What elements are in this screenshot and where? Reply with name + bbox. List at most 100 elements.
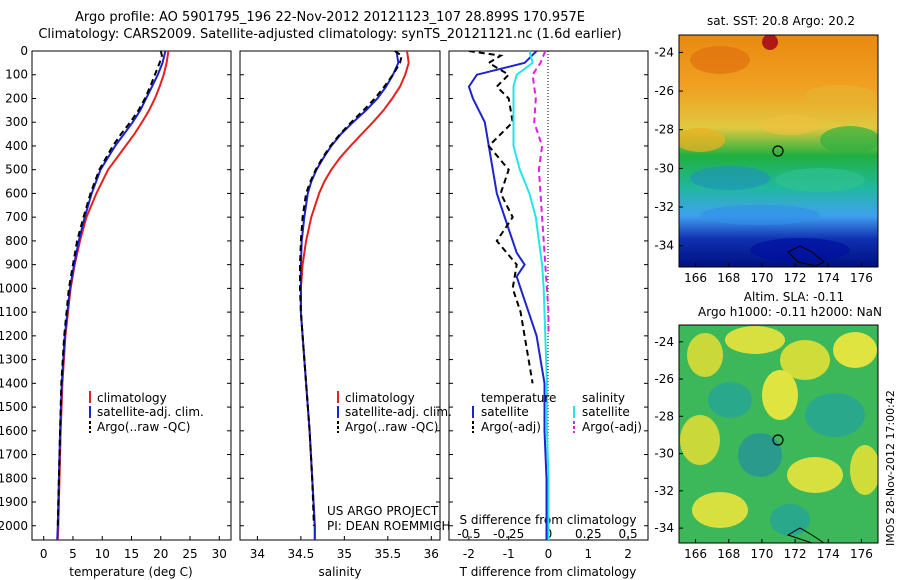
map-lon-label: 174 bbox=[817, 547, 840, 561]
depth-tick-label: 1600 bbox=[0, 424, 28, 438]
legend-title-salinity: salinity bbox=[582, 391, 625, 405]
temperature-curves bbox=[56, 51, 170, 540]
depth-tick-label: 1500 bbox=[0, 400, 28, 414]
x2-tick-label: 0.5 bbox=[619, 527, 638, 541]
timestamp-stamp: IMOS 28-Nov-2012 17:00:42 bbox=[884, 390, 897, 546]
map-lat-label: -24 bbox=[654, 45, 674, 59]
x-tick-label: -1 bbox=[503, 547, 515, 561]
map-lat-label: -34 bbox=[654, 239, 674, 253]
sla-map-title-2: Argo h1000: -0.11 h2000: NaN bbox=[698, 305, 882, 319]
salinity-curves bbox=[299, 51, 410, 540]
depth-axis: 0 100 200 300 400 500 600 700 800 900 1000 1100 1200… bbox=[0, 44, 648, 533]
legend-label-climatology: climatology bbox=[97, 391, 167, 405]
legend-label-s-satellite: satellite bbox=[582, 405, 630, 419]
sla-argo-marker bbox=[772, 434, 784, 446]
legend-label-argo: Argo(..raw -QC) bbox=[345, 420, 438, 434]
depth-tick-label: 1700 bbox=[0, 448, 28, 462]
depth-tick-label: 1800 bbox=[0, 471, 28, 485]
x-tick-label: 30 bbox=[212, 547, 227, 561]
depth-tick-label: 800 bbox=[5, 234, 28, 248]
depth-tick-label: 900 bbox=[5, 258, 28, 272]
temperature-xlabel: temperature (deg C) bbox=[69, 565, 192, 579]
map-lon-label: 176 bbox=[850, 547, 873, 561]
difference-xlabel: T difference from climatology bbox=[459, 565, 637, 579]
x-tick-label: 0 bbox=[545, 547, 553, 561]
series-line-0 bbox=[467, 51, 548, 540]
depth-tick-label: 1400 bbox=[0, 376, 28, 390]
map-lat-label: -26 bbox=[654, 372, 674, 386]
x-tick-label: -2 bbox=[463, 547, 475, 561]
x-tick-label: 20 bbox=[153, 547, 168, 561]
depth-tick-label: 1300 bbox=[0, 353, 28, 367]
legend-title-temperature: temperature bbox=[481, 391, 556, 405]
depth-tick-label: 700 bbox=[5, 210, 28, 224]
x-tick-label: 10 bbox=[95, 547, 110, 561]
x-tick-label: 34.5 bbox=[288, 547, 315, 561]
depth-tick-label: 1200 bbox=[0, 329, 28, 343]
legend-label-s-argo: Argo(-adj) bbox=[582, 420, 642, 434]
depth-tick-label: 1100 bbox=[0, 305, 28, 319]
salinity-panel-frame bbox=[239, 50, 441, 541]
sst-map-axes: -24 -26 -28 -30 -32 -34 166 168 170 172 174 176 bbox=[654, 45, 872, 285]
x-tick-label: 34 bbox=[250, 547, 265, 561]
x-tick-label: 36 bbox=[424, 547, 439, 561]
difference-legend: temperature salinity satellite Argo(-adj… bbox=[472, 391, 642, 434]
map-lon-label: 176 bbox=[850, 271, 873, 285]
map-lat-label: -26 bbox=[654, 84, 674, 98]
salinity-xlabel: salinity bbox=[318, 565, 361, 579]
depth-tick-label: 2000 bbox=[0, 519, 28, 533]
x-tick-label: 2 bbox=[624, 547, 632, 561]
x-tick-label: 35 bbox=[337, 547, 352, 561]
x2-tick-label: 0.25 bbox=[575, 527, 602, 541]
sst-map-frame bbox=[678, 34, 879, 268]
map-lon-label: 170 bbox=[750, 547, 773, 561]
depth-tick-label: 400 bbox=[5, 139, 28, 153]
salinity-x-axis: 34 34.5 35 35.5 36 bbox=[250, 536, 439, 561]
map-lon-label: 170 bbox=[750, 271, 773, 285]
series-line-0 bbox=[299, 51, 410, 540]
series-line-1 bbox=[299, 51, 400, 540]
map-lon-label: 166 bbox=[684, 271, 707, 285]
sla-map-frame bbox=[678, 324, 879, 544]
map-lat-label: -30 bbox=[654, 161, 674, 175]
depth-tick-label: 600 bbox=[5, 186, 28, 200]
legend-label-argo: Argo(..raw -QC) bbox=[97, 420, 190, 434]
map-lat-label: -32 bbox=[654, 200, 674, 214]
sst-argo-marker bbox=[772, 145, 784, 157]
depth-tick-label: 1900 bbox=[0, 495, 28, 509]
legend-label-t-argo: Argo(-adj) bbox=[481, 420, 541, 434]
x-tick-label: 5 bbox=[69, 547, 77, 561]
series-line-2 bbox=[56, 51, 163, 526]
sst-map-title: sat. SST: 20.8 Argo: 20.2 bbox=[707, 14, 855, 28]
credit-pi: PI: DEAN ROEMMICH bbox=[327, 519, 450, 533]
series-line-0 bbox=[56, 51, 170, 540]
map-lat-label: -30 bbox=[654, 447, 674, 461]
temperature-x-axis: 0 5 10 15 20 25 30 bbox=[40, 536, 227, 561]
x-tick-label: 15 bbox=[124, 547, 139, 561]
sst-map-image bbox=[679, 35, 878, 267]
depth-tick-label: 1000 bbox=[0, 281, 28, 295]
x-tick-label: 0 bbox=[40, 547, 48, 561]
x2-tick-label: -0.5 bbox=[457, 527, 480, 541]
sla-map-axes: -24 -26 -28 -30 -32 -34 166 168 170 172 174 176 bbox=[654, 335, 872, 561]
series-line-3 bbox=[531, 51, 550, 336]
map-lat-label: -28 bbox=[654, 123, 674, 137]
salinity-legend: climatology satellite-adj. clim. Argo(..… bbox=[327, 391, 452, 533]
series-line-2 bbox=[512, 51, 550, 540]
map-lat-label: -34 bbox=[654, 521, 674, 535]
map-lon-label: 172 bbox=[784, 271, 807, 285]
legend-label-satellite: satellite-adj. clim. bbox=[97, 405, 204, 419]
map-lat-label: -32 bbox=[654, 484, 674, 498]
map-lat-label: -24 bbox=[654, 335, 674, 349]
difference-curves bbox=[467, 51, 550, 540]
legend-label-climatology: climatology bbox=[345, 391, 415, 405]
series-line-1 bbox=[56, 51, 167, 540]
sla-map-title-1: Altim. SLA: -0.11 bbox=[744, 290, 844, 304]
temperature-legend: climatology satellite-adj. clim. Argo(..… bbox=[89, 391, 204, 434]
map-lon-label: 174 bbox=[817, 271, 840, 285]
map-lon-label: 168 bbox=[717, 547, 740, 561]
map-lon-label: 172 bbox=[784, 547, 807, 561]
map-lon-label: 168 bbox=[717, 271, 740, 285]
